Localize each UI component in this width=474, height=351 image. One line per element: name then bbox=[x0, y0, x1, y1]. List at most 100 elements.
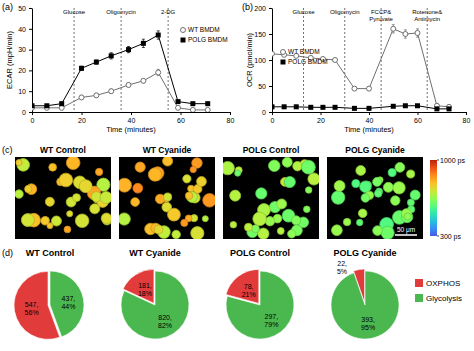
legend-label: WT BMDM bbox=[288, 48, 320, 55]
axis-line bbox=[32, 9, 33, 113]
cell bbox=[131, 198, 140, 207]
tick: 40 bbox=[128, 112, 136, 124]
tick: 0 bbox=[22, 109, 32, 116]
cell bbox=[172, 230, 181, 239]
data-point bbox=[44, 103, 49, 108]
injection-line bbox=[74, 8, 75, 112]
tick-label: 20 bbox=[18, 67, 26, 74]
plot-area bbox=[32, 31, 210, 112]
cell bbox=[75, 214, 89, 228]
panel-label: (c) bbox=[2, 145, 13, 155]
cell bbox=[41, 217, 50, 226]
cell bbox=[183, 175, 191, 183]
data-point bbox=[126, 82, 131, 87]
error-cap bbox=[392, 32, 395, 33]
cell bbox=[66, 157, 80, 170]
colorbar-label: 1000 ps bbox=[440, 157, 465, 165]
tick: 60 bbox=[414, 112, 422, 124]
data-point bbox=[308, 105, 313, 110]
legend: OXPHOSGlycolysis bbox=[415, 279, 462, 303]
error-bar bbox=[416, 29, 419, 37]
tick-label: 80 bbox=[227, 117, 235, 124]
cell bbox=[356, 219, 362, 225]
image-title: POLG Control bbox=[243, 145, 300, 155]
tick-mark bbox=[269, 8, 272, 9]
cell bbox=[64, 226, 71, 233]
data-point bbox=[141, 41, 146, 46]
image-title: WT Cyanide bbox=[143, 145, 192, 155]
error-bar bbox=[80, 95, 83, 99]
tick-label: 0 bbox=[262, 109, 266, 116]
cell bbox=[288, 230, 296, 238]
image-background bbox=[327, 157, 423, 239]
y-axis-title: OCR (pmol/min) bbox=[245, 32, 254, 87]
x-axis: 020406080 bbox=[31, 112, 235, 124]
cell bbox=[95, 168, 102, 175]
data-label: 820,82% bbox=[158, 314, 172, 329]
cell bbox=[253, 212, 267, 226]
data-point bbox=[391, 26, 396, 31]
cell bbox=[16, 159, 22, 165]
data-point bbox=[333, 58, 338, 63]
cell bbox=[202, 216, 208, 222]
data-point bbox=[94, 60, 99, 65]
tick-label: 40 bbox=[128, 117, 136, 124]
data-point bbox=[190, 107, 195, 112]
legend-swatch bbox=[415, 279, 423, 287]
pie: 181,18% 820,82% bbox=[121, 269, 189, 339]
cell bbox=[79, 180, 92, 193]
cell bbox=[181, 219, 188, 226]
data-point bbox=[352, 86, 357, 91]
tick: 80 bbox=[227, 112, 235, 124]
cell bbox=[356, 166, 366, 176]
cell bbox=[404, 213, 411, 220]
cell bbox=[223, 161, 234, 174]
data-point bbox=[190, 101, 195, 106]
data-label: 393,95% bbox=[361, 316, 375, 331]
data-point bbox=[59, 101, 64, 106]
cell bbox=[373, 226, 383, 236]
cell bbox=[252, 225, 260, 233]
cell bbox=[410, 190, 420, 200]
cell bbox=[148, 168, 161, 181]
cell bbox=[167, 208, 180, 221]
data-point bbox=[403, 32, 408, 37]
cell bbox=[101, 213, 111, 224]
cell bbox=[361, 194, 370, 203]
tick-mark bbox=[131, 112, 132, 115]
cell bbox=[308, 173, 319, 185]
data-point bbox=[109, 53, 114, 58]
legend-label: WT BMDM bbox=[188, 26, 220, 33]
scale-bar-label: 50 μm bbox=[397, 226, 415, 234]
cell bbox=[67, 211, 73, 217]
data-point bbox=[176, 105, 181, 110]
data-point bbox=[403, 103, 408, 108]
error-cap bbox=[157, 30, 160, 31]
data-point bbox=[447, 106, 452, 111]
x-axis-title: Time (minutes) bbox=[106, 125, 156, 134]
panel-label: (a) bbox=[2, 2, 13, 12]
legend-marker bbox=[181, 38, 186, 43]
error-cap bbox=[416, 28, 419, 29]
tick-label: 10 bbox=[18, 88, 26, 95]
image bbox=[327, 157, 423, 239]
data-label: 181,18% bbox=[138, 282, 152, 297]
tick: 100 bbox=[254, 57, 272, 64]
injection-label: Antimycin bbox=[414, 16, 440, 22]
tick: 60 bbox=[177, 112, 185, 124]
cell bbox=[373, 177, 382, 186]
tick: 50 bbox=[258, 83, 272, 90]
tick-label: 30 bbox=[18, 46, 26, 53]
injection-label: FCCP& bbox=[371, 9, 391, 15]
tick-mark bbox=[29, 8, 32, 9]
cell bbox=[302, 160, 316, 174]
tick-mark bbox=[82, 112, 83, 115]
cell bbox=[133, 183, 143, 193]
tick-mark bbox=[29, 91, 32, 92]
axis-line bbox=[272, 9, 273, 113]
pie: 22,5%393,95% bbox=[331, 260, 399, 339]
injection-label: Oligomycin bbox=[106, 9, 136, 15]
tick-label: 60 bbox=[177, 117, 185, 124]
legend-swatch bbox=[415, 294, 423, 302]
cell bbox=[197, 177, 207, 187]
